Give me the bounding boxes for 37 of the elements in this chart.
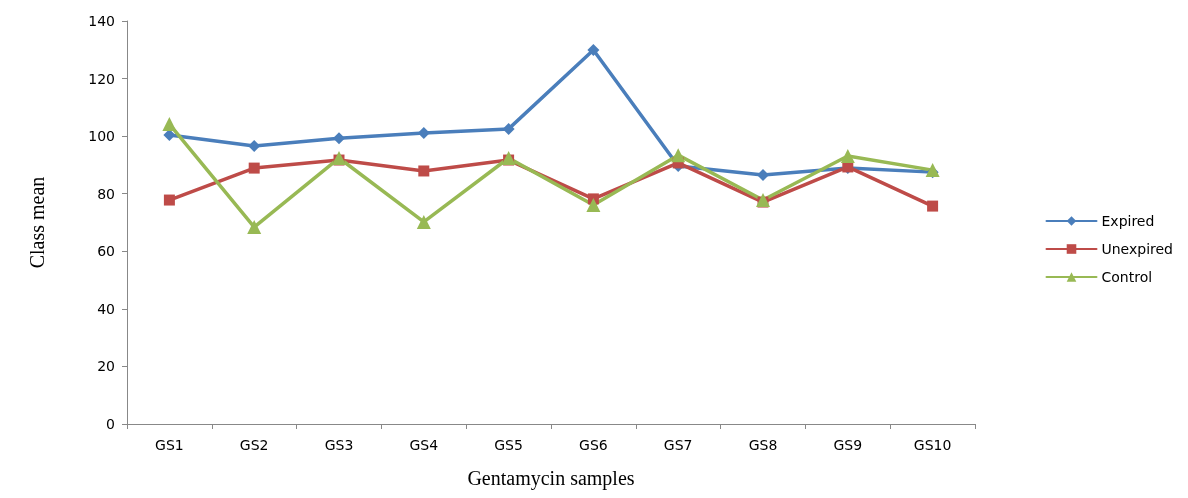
point xyxy=(333,132,345,145)
y-tick-label: 120 xyxy=(88,70,115,87)
point xyxy=(587,44,600,57)
point xyxy=(247,220,262,235)
y-tick-label: 140 xyxy=(88,13,115,29)
x-tick-label: GS8 xyxy=(748,437,778,453)
point xyxy=(248,162,260,174)
x-tick-label: GS10 xyxy=(913,437,952,453)
x-tick-label: GS9 xyxy=(833,437,863,453)
legend-label: Unexpired xyxy=(1101,241,1173,257)
legend-label: Expired xyxy=(1101,213,1155,229)
legend-label: Control xyxy=(1101,269,1153,285)
x-tick-label: GS5 xyxy=(494,437,523,453)
y-axis-title: Class mean xyxy=(26,176,48,269)
point xyxy=(163,194,175,206)
x-tick-label: GS4 xyxy=(409,437,439,453)
point xyxy=(840,149,855,164)
x-tick-label: GS1 xyxy=(155,437,184,453)
y-tick-label: 100 xyxy=(88,128,115,145)
x-tick-label: GS3 xyxy=(324,437,354,453)
x-axis-title: Gentamycin samples xyxy=(467,467,635,490)
point xyxy=(416,214,431,229)
point xyxy=(757,169,769,181)
y-tick-label: 0 xyxy=(106,416,115,432)
point xyxy=(927,200,939,212)
x-tick-label: GS6 xyxy=(579,437,608,453)
point xyxy=(162,117,177,132)
point xyxy=(671,148,686,163)
y-tick-label: 60 xyxy=(97,243,115,260)
x-tick-label: GS2 xyxy=(239,437,269,453)
point xyxy=(586,197,601,212)
y-tick-label: 40 xyxy=(97,300,115,317)
y-tick-label: 80 xyxy=(97,185,115,202)
point xyxy=(502,122,515,135)
y-tick-label: 20 xyxy=(97,358,115,375)
point xyxy=(418,165,430,177)
x-tick-label: GS7 xyxy=(663,437,693,453)
